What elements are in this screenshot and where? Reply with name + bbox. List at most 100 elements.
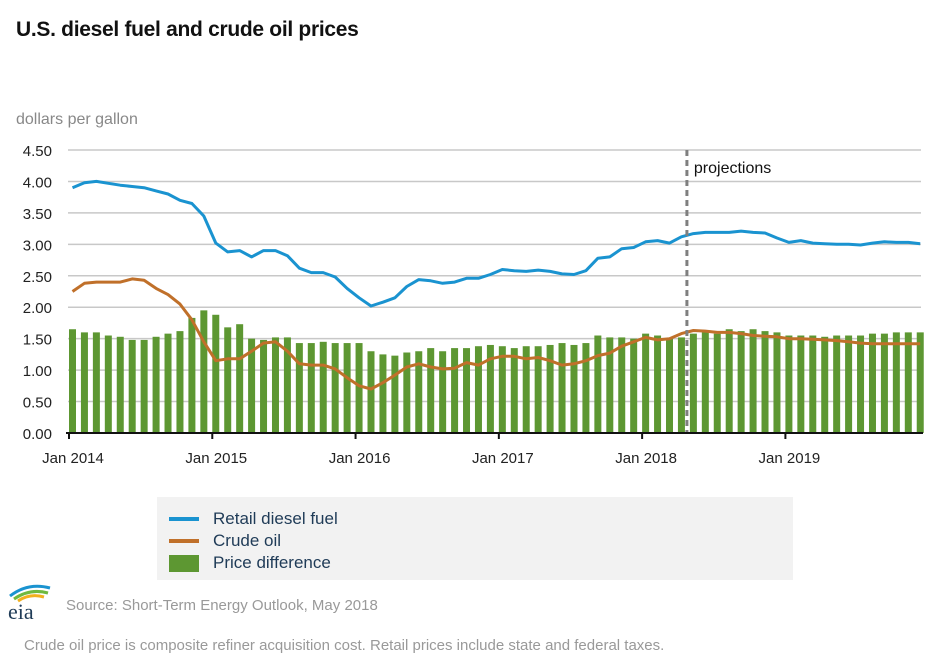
bar-price-difference [785, 335, 793, 433]
bar-price-difference [749, 329, 757, 433]
bar-price-difference [307, 343, 315, 433]
legend-swatch-difference [169, 554, 199, 572]
y-tick-label: 1.00 [23, 363, 52, 380]
legend-swatch-crude [169, 539, 199, 543]
y-tick-label: 2.00 [23, 300, 52, 317]
bar-price-difference [116, 336, 124, 433]
bar-price-difference [391, 355, 399, 433]
x-tick-label: Jan 2015 [185, 450, 247, 467]
y-tick-label: 4.50 [23, 143, 52, 160]
y-tick-label: 2.50 [23, 269, 52, 286]
y-tick-label: 3.50 [23, 206, 52, 223]
bar-price-difference [701, 332, 709, 433]
x-tick-label: Jan 2014 [42, 450, 104, 467]
legend-item-diesel: Retail diesel fuel [169, 509, 338, 529]
bar-price-difference [128, 339, 136, 433]
bar-price-difference [355, 343, 363, 433]
footnote: Crude oil price is composite refiner acq… [24, 637, 665, 654]
legend: Retail diesel fuel Crude oil Price diffe… [157, 497, 793, 580]
y-tick-label: 1.50 [23, 332, 52, 349]
chart-title: U.S. diesel fuel and crude oil prices [16, 18, 359, 41]
bar-price-difference [845, 335, 853, 433]
bar-price-difference [797, 335, 805, 433]
y-tick-label: 3.00 [23, 237, 52, 254]
bar-price-difference [630, 338, 638, 433]
bar-price-difference [224, 327, 232, 433]
bar-price-difference [880, 333, 888, 433]
bar-price-difference [821, 336, 829, 433]
bar-price-difference [260, 339, 268, 433]
bar-price-difference [236, 324, 244, 433]
bar-price-difference [868, 333, 876, 433]
bar-price-difference [594, 335, 602, 433]
bar-price-difference [677, 337, 685, 433]
bar-price-difference [283, 337, 291, 433]
chart-plot: 0.00 0.50 1.00 1.50 2.00 2.50 3.00 3.50 4.00 4.50… [23, 143, 924, 467]
svg-text:eia: eia [8, 599, 34, 622]
bar-price-difference [725, 329, 733, 433]
bar-price-difference [80, 332, 88, 433]
x-tick-label: Jan 2017 [472, 450, 534, 467]
bar-price-difference [570, 344, 578, 433]
x-tick-label: Jan 2019 [759, 450, 821, 467]
bar-price-difference [212, 314, 220, 433]
bar-price-difference [319, 341, 327, 433]
bar-price-difference [916, 332, 924, 433]
bar-price-difference [271, 337, 279, 433]
bar-price-difference [904, 332, 912, 433]
bar-price-difference [833, 335, 841, 433]
bar-price-difference [463, 348, 471, 433]
legend-label: Retail diesel fuel [213, 509, 338, 528]
bar-price-difference [415, 351, 423, 433]
bar-price-difference [606, 337, 614, 433]
bar-price-difference [379, 354, 387, 433]
x-tick-label: Jan 2018 [615, 450, 677, 467]
bar-price-difference [761, 331, 769, 433]
bar-price-difference [331, 343, 339, 433]
bar-price-difference [152, 336, 160, 433]
eia-logo: eia [8, 584, 51, 622]
source-text: Source: Short-Term Energy Outlook, May 2… [66, 597, 378, 614]
bar-price-difference [140, 339, 148, 433]
bar-price-difference [809, 335, 817, 433]
bar-price-difference [642, 333, 650, 433]
bar-price-difference [176, 331, 184, 433]
legend-item-crude: Crude oil [169, 531, 281, 551]
bar-price-difference [534, 346, 542, 433]
legend-label: Price difference [213, 553, 331, 572]
bar-price-difference [427, 348, 435, 433]
bar-price-difference [773, 332, 781, 433]
bar-price-difference [689, 333, 697, 433]
bar-price-difference [200, 310, 208, 433]
bar-price-difference [474, 346, 482, 433]
y-tick-label: 0.00 [23, 426, 52, 443]
bar-price-difference [618, 337, 626, 433]
bar-price-difference [92, 332, 100, 433]
bar-price-difference [367, 351, 375, 433]
y-tick-label: 4.00 [23, 174, 52, 191]
bar-price-difference [104, 335, 112, 433]
bar-price-difference [522, 346, 530, 433]
legend-swatch-diesel [169, 517, 199, 521]
bar-price-difference [498, 346, 506, 433]
line-retail-diesel-fuel [71, 179, 921, 308]
bar-price-difference [451, 348, 459, 433]
bar-price-difference [892, 332, 900, 433]
bar-price-difference [295, 343, 303, 433]
bar-price-difference [248, 338, 256, 433]
bar-price-difference [69, 329, 76, 433]
bar-price-difference [857, 335, 865, 433]
bar-price-difference [558, 343, 566, 433]
bar-price-difference [510, 348, 518, 433]
bar-price-difference [403, 352, 411, 433]
bar-price-difference [666, 338, 673, 433]
bar-price-difference [582, 343, 590, 433]
y-axis-units-label: dollars per gallon [16, 111, 138, 128]
bar-price-difference [486, 344, 494, 433]
projections-label: projections [694, 160, 771, 177]
bar-price-difference [713, 333, 721, 433]
bar-price-difference [546, 344, 554, 433]
legend-label: Crude oil [213, 531, 282, 550]
bar-price-difference [164, 333, 172, 433]
